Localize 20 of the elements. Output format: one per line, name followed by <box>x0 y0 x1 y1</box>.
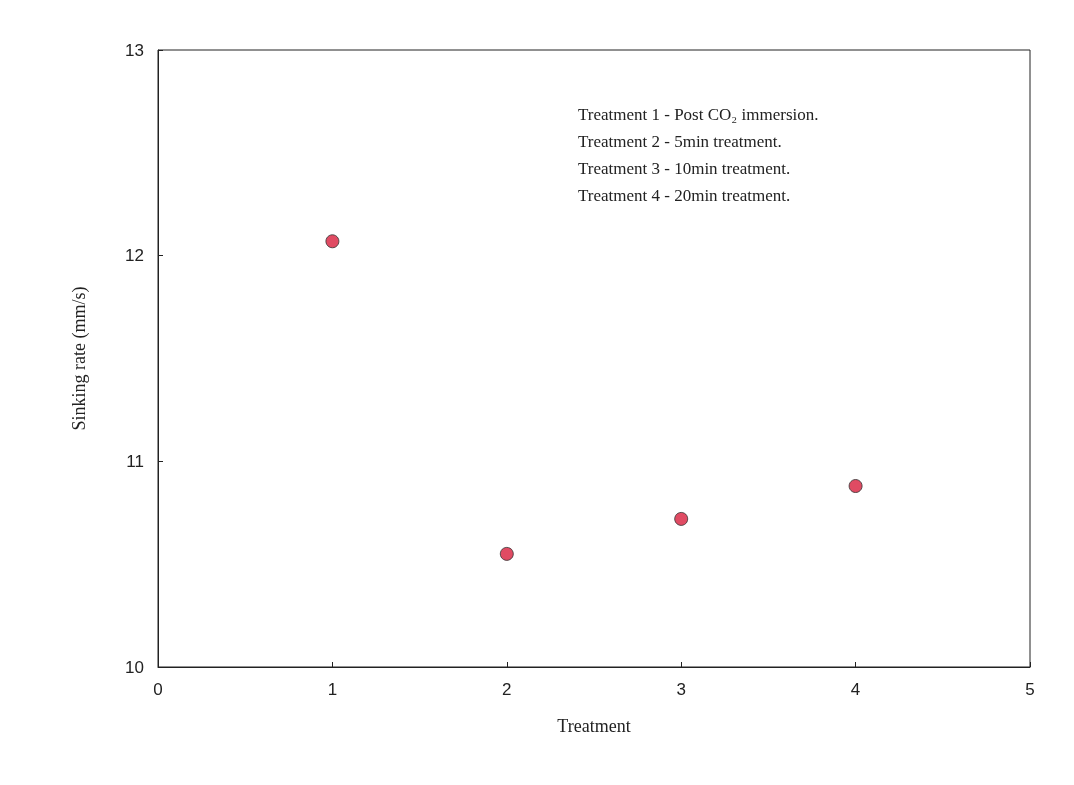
y-tick-label: 12 <box>125 246 144 266</box>
x-tick-label: 0 <box>153 680 163 699</box>
annotation: Treatment 2 - 5min treatment. <box>578 132 782 151</box>
y-tick-label: 11 <box>126 451 144 471</box>
point <box>848 479 863 494</box>
x-axis-title: Treatment <box>557 716 631 736</box>
x-tick-label: 1 <box>327 680 338 699</box>
point <box>674 511 689 526</box>
x-tick-label: 4 <box>850 680 861 699</box>
annotation: Treatment 1 - Post CO₂ immersion. <box>578 105 819 124</box>
y-tick-label: 10 <box>125 657 144 677</box>
point <box>325 234 340 249</box>
y-tick-label: 13 <box>125 40 144 60</box>
x-tick-label: 3 <box>676 680 686 699</box>
annotation: Treatment 4 - 20min treatment. <box>578 186 791 205</box>
x-tick-label: 5 <box>1025 680 1035 699</box>
point <box>499 546 514 561</box>
x-tick-label: 2 <box>502 680 512 699</box>
y-axis-title: Sinking rate (mm/s) <box>69 286 90 431</box>
annotation: Treatment 3 - 10min treatment. <box>578 159 791 178</box>
